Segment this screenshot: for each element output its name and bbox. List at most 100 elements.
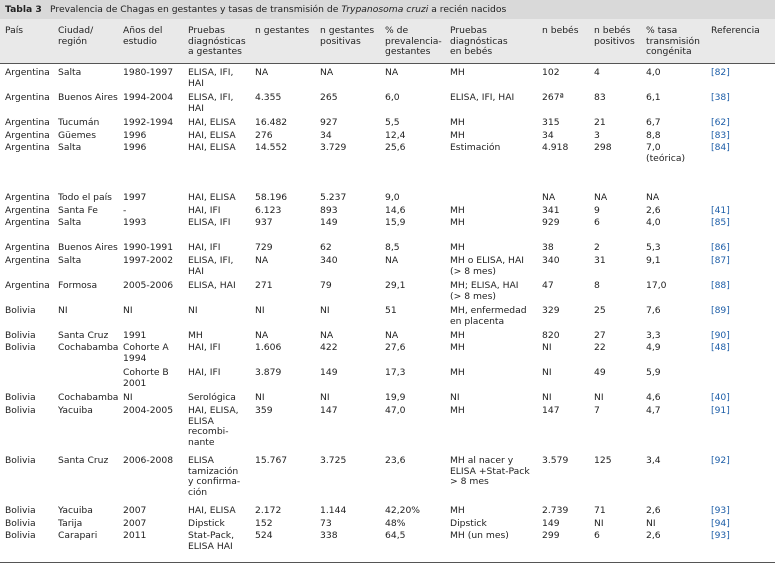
reference-link[interactable]: [82] xyxy=(711,67,730,78)
cell-n_gest_pos: 62 xyxy=(320,242,332,253)
reference-link[interactable]: [62] xyxy=(711,117,730,128)
cell-n_gest_pos: NA xyxy=(320,67,334,78)
cell-pruebas_beb: Estimación xyxy=(450,142,501,153)
cell-n_beb_pos: 9 xyxy=(594,205,600,216)
column-header-anos: Años del estudio xyxy=(123,25,163,47)
cell-n_beb_pos: NA xyxy=(594,192,608,203)
cell-n_gest_pos: 422 xyxy=(320,342,338,353)
reference-link[interactable]: [93] xyxy=(711,505,730,516)
cell-prev: NA xyxy=(385,330,399,341)
reference-link[interactable]: [88] xyxy=(711,280,730,291)
cell-tasa: NA xyxy=(646,192,660,203)
cell-n_gest_pos: 147 xyxy=(320,405,338,416)
column-header-tasa: % tasa transmisión congénita xyxy=(646,25,700,57)
cell-n_beb: 147 xyxy=(542,405,560,416)
cell-anos: 1992-1994 xyxy=(123,117,174,128)
cell-n_gest_pos: 3.725 xyxy=(320,455,347,466)
cell-n_gest: 524 xyxy=(255,530,273,541)
cell-pruebas_gest: HAI, ELISA xyxy=(188,130,236,141)
cell-prev: NA xyxy=(385,255,399,266)
cell-anos: 1997 xyxy=(123,192,147,203)
reference-link[interactable]: [94] xyxy=(711,518,730,529)
cell-ciudad: Cochabamba xyxy=(58,342,119,353)
cell-pais: Argentina xyxy=(5,130,50,141)
cell-n_beb_pos: 298 xyxy=(594,142,612,153)
cell-n_gest: 152 xyxy=(255,518,273,529)
reference-link[interactable]: [86] xyxy=(711,242,730,253)
column-header-n_gest: n gestantes xyxy=(255,25,310,36)
cell-pruebas_gest: Stat-Pack, ELISA HAI xyxy=(188,530,235,552)
cell-n_beb: 267ª xyxy=(542,92,564,103)
reference-link[interactable]: [85] xyxy=(711,217,730,228)
cell-anos: 1997-2002 xyxy=(123,255,174,266)
cell-ciudad: Tucumán xyxy=(58,117,100,128)
cell-n_beb: NI xyxy=(542,367,552,378)
cell-n_gest: 729 xyxy=(255,242,273,253)
cell-anos: NI xyxy=(123,305,133,316)
cell-pruebas_beb: MH; ELISA, HAI (> 8 mes) xyxy=(450,280,519,302)
cell-n_beb_pos: 31 xyxy=(594,255,606,266)
reference-link[interactable]: [84] xyxy=(711,142,730,153)
reference-link[interactable]: [83] xyxy=(711,130,730,141)
cell-pais: Bolivia xyxy=(5,405,36,416)
cell-n_gest: 6.123 xyxy=(255,205,282,216)
cell-n_gest_pos: 340 xyxy=(320,255,338,266)
cell-n_beb_pos: NI xyxy=(594,518,604,529)
cell-n_gest: NA xyxy=(255,67,269,78)
reference-link[interactable]: [48] xyxy=(711,342,730,353)
cell-n_gest_pos: 338 xyxy=(320,530,338,541)
cell-n_gest: 2.172 xyxy=(255,505,282,516)
cell-n_beb_pos: 8 xyxy=(594,280,600,291)
cell-pruebas_gest: NI xyxy=(188,305,198,316)
cell-n_gest_pos: NA xyxy=(320,330,334,341)
cell-n_beb_pos: 25 xyxy=(594,305,606,316)
cell-pais: Bolivia xyxy=(5,392,36,403)
cell-pruebas_gest: ELISA tamización y confirma- ción xyxy=(188,455,241,498)
reference-link[interactable]: [89] xyxy=(711,305,730,316)
reference-link[interactable]: [40] xyxy=(711,392,730,403)
reference-link[interactable]: [91] xyxy=(711,405,730,416)
reference-link[interactable]: [92] xyxy=(711,455,730,466)
cell-pruebas_gest: HAI, ELISA xyxy=(188,505,236,516)
cell-anos: 1996 xyxy=(123,130,147,141)
cell-pruebas_beb: MH xyxy=(450,505,465,516)
cell-n_beb: NA xyxy=(542,192,556,203)
table-caption: Tabla 3 Prevalencia de Chagas en gestant… xyxy=(0,0,775,19)
cell-n_beb_pos: 7 xyxy=(594,405,600,416)
cell-tasa: 7,0 (teórica) xyxy=(646,142,686,164)
cell-prev: 25,6 xyxy=(385,142,406,153)
cell-pais: Argentina xyxy=(5,280,50,291)
cell-tasa: 6,7 xyxy=(646,117,661,128)
cell-n_gest: 15.767 xyxy=(255,455,288,466)
cell-anos: 2011 xyxy=(123,530,147,541)
cell-anos: 1980-1997 xyxy=(123,67,174,78)
cell-ciudad: Yacuiba xyxy=(58,505,93,516)
cell-n_beb_pos: 3 xyxy=(594,130,600,141)
cell-n_gest: 937 xyxy=(255,217,273,228)
cell-n_beb_pos: 49 xyxy=(594,367,606,378)
cell-pais: Argentina xyxy=(5,142,50,153)
cell-n_gest_pos: 1.144 xyxy=(320,505,347,516)
cell-n_gest: 14.552 xyxy=(255,142,288,153)
cell-n_gest: NA xyxy=(255,330,269,341)
reference-link[interactable]: [41] xyxy=(711,205,730,216)
cell-n_beb_pos: 125 xyxy=(594,455,612,466)
reference-link[interactable]: [87] xyxy=(711,255,730,266)
reference-link[interactable]: [93] xyxy=(711,530,730,541)
cell-ciudad: Santa Cruz xyxy=(58,330,109,341)
cell-prev: NA xyxy=(385,67,399,78)
reference-link[interactable]: [38] xyxy=(711,92,730,103)
cell-ciudad: Salta xyxy=(58,217,82,228)
cell-pruebas_beb: Dipstick xyxy=(450,518,487,529)
cell-pais: Bolivia xyxy=(5,505,36,516)
cell-n_gest_pos: 927 xyxy=(320,117,338,128)
column-header-n_beb: n bebés xyxy=(542,25,579,36)
cell-pais: Argentina xyxy=(5,92,50,103)
reference-link[interactable]: [90] xyxy=(711,330,730,341)
cell-prev: 29,1 xyxy=(385,280,406,291)
column-header-pruebas_beb: Pruebas diagnósticas en bebés xyxy=(450,25,508,57)
cell-ciudad: Buenos Aires xyxy=(58,242,118,253)
cell-prev: 51 xyxy=(385,305,397,316)
cell-n_gest_pos: 34 xyxy=(320,130,332,141)
